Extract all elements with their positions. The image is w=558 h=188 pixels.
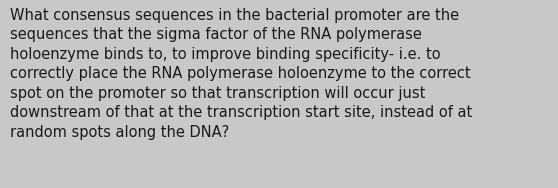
Text: What consensus sequences in the bacterial promoter are the
sequences that the si: What consensus sequences in the bacteria…: [10, 8, 472, 140]
